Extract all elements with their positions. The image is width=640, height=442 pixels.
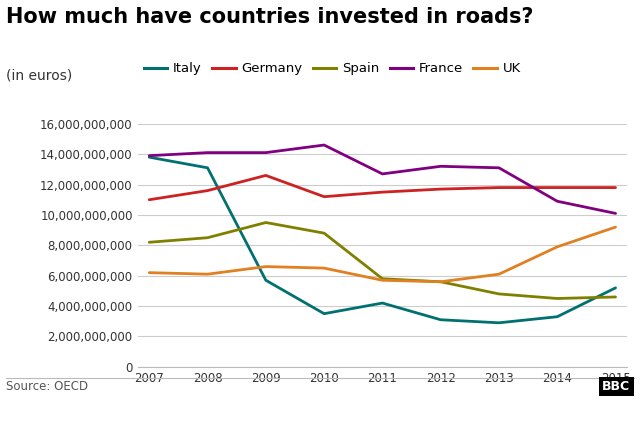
Text: Source: OECD: Source: OECD (6, 380, 88, 393)
Text: How much have countries invested in roads?: How much have countries invested in road… (6, 7, 534, 27)
Legend: Italy, Germany, Spain, France, UK: Italy, Germany, Spain, France, UK (144, 62, 521, 75)
Text: (in euros): (in euros) (6, 69, 73, 83)
Text: BBC: BBC (602, 380, 630, 393)
